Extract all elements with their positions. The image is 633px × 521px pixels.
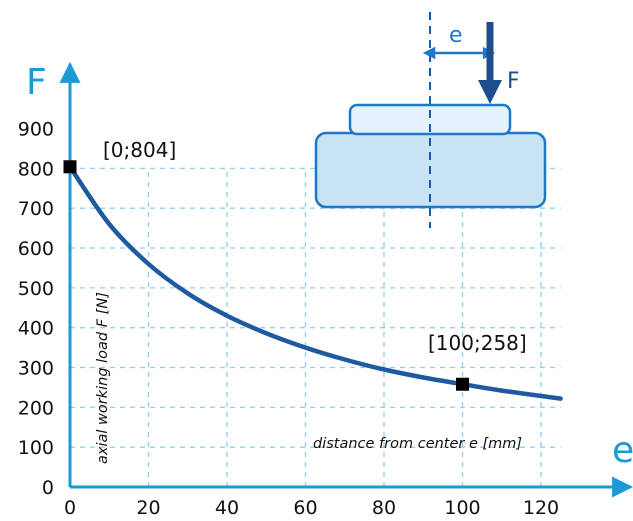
y-tick-label-500: 500 (18, 278, 54, 300)
marker-0-804 (63, 160, 77, 174)
x-tick-label-60: 60 (293, 497, 317, 519)
y-tick-label-800: 800 (18, 158, 54, 180)
load-diagram: e F (314, 12, 547, 228)
y-tick-label-0: 0 (42, 477, 54, 499)
y-tick-label-300: 300 (18, 358, 54, 380)
x-tick-label-0: 0 (64, 497, 76, 519)
x-tick-label-80: 80 (372, 497, 396, 519)
x-tick-label-20: 20 (136, 497, 160, 519)
force-label: F (507, 69, 520, 94)
y-axis-symbol: F (26, 62, 47, 103)
x-axis-label: distance from center e [mm] (313, 436, 522, 452)
x-tick-labels: 0 20 40 60 80 100 120 (64, 497, 559, 519)
x-tick-label-40: 40 (215, 497, 239, 519)
y-tick-label-200: 200 (18, 397, 54, 419)
offset-label: e (449, 23, 463, 48)
x-axis-symbol: e (612, 430, 633, 471)
y-axis-label: axial working load F [N] (95, 292, 111, 464)
y-tick-label-100: 100 (18, 437, 54, 459)
annotation-0-804: [0;804] (103, 138, 176, 162)
marker-100-258 (456, 377, 469, 391)
x-tick-label-100: 100 (444, 497, 480, 519)
grid-lines (70, 167, 561, 487)
annotation-100-258: [100;258] (428, 331, 527, 355)
y-tick-label-400: 400 (18, 318, 54, 340)
y-tick-label-700: 700 (18, 198, 54, 220)
force-arrow-head (478, 80, 502, 104)
x-tick-label-120: 120 (523, 497, 559, 519)
y-tick-label-600: 600 (18, 238, 54, 260)
y-tick-label-900: 900 (18, 119, 54, 141)
y-tick-labels: 0 100 200 300 400 500 600 700 800 900 (18, 119, 54, 499)
top-block (348, 103, 512, 136)
